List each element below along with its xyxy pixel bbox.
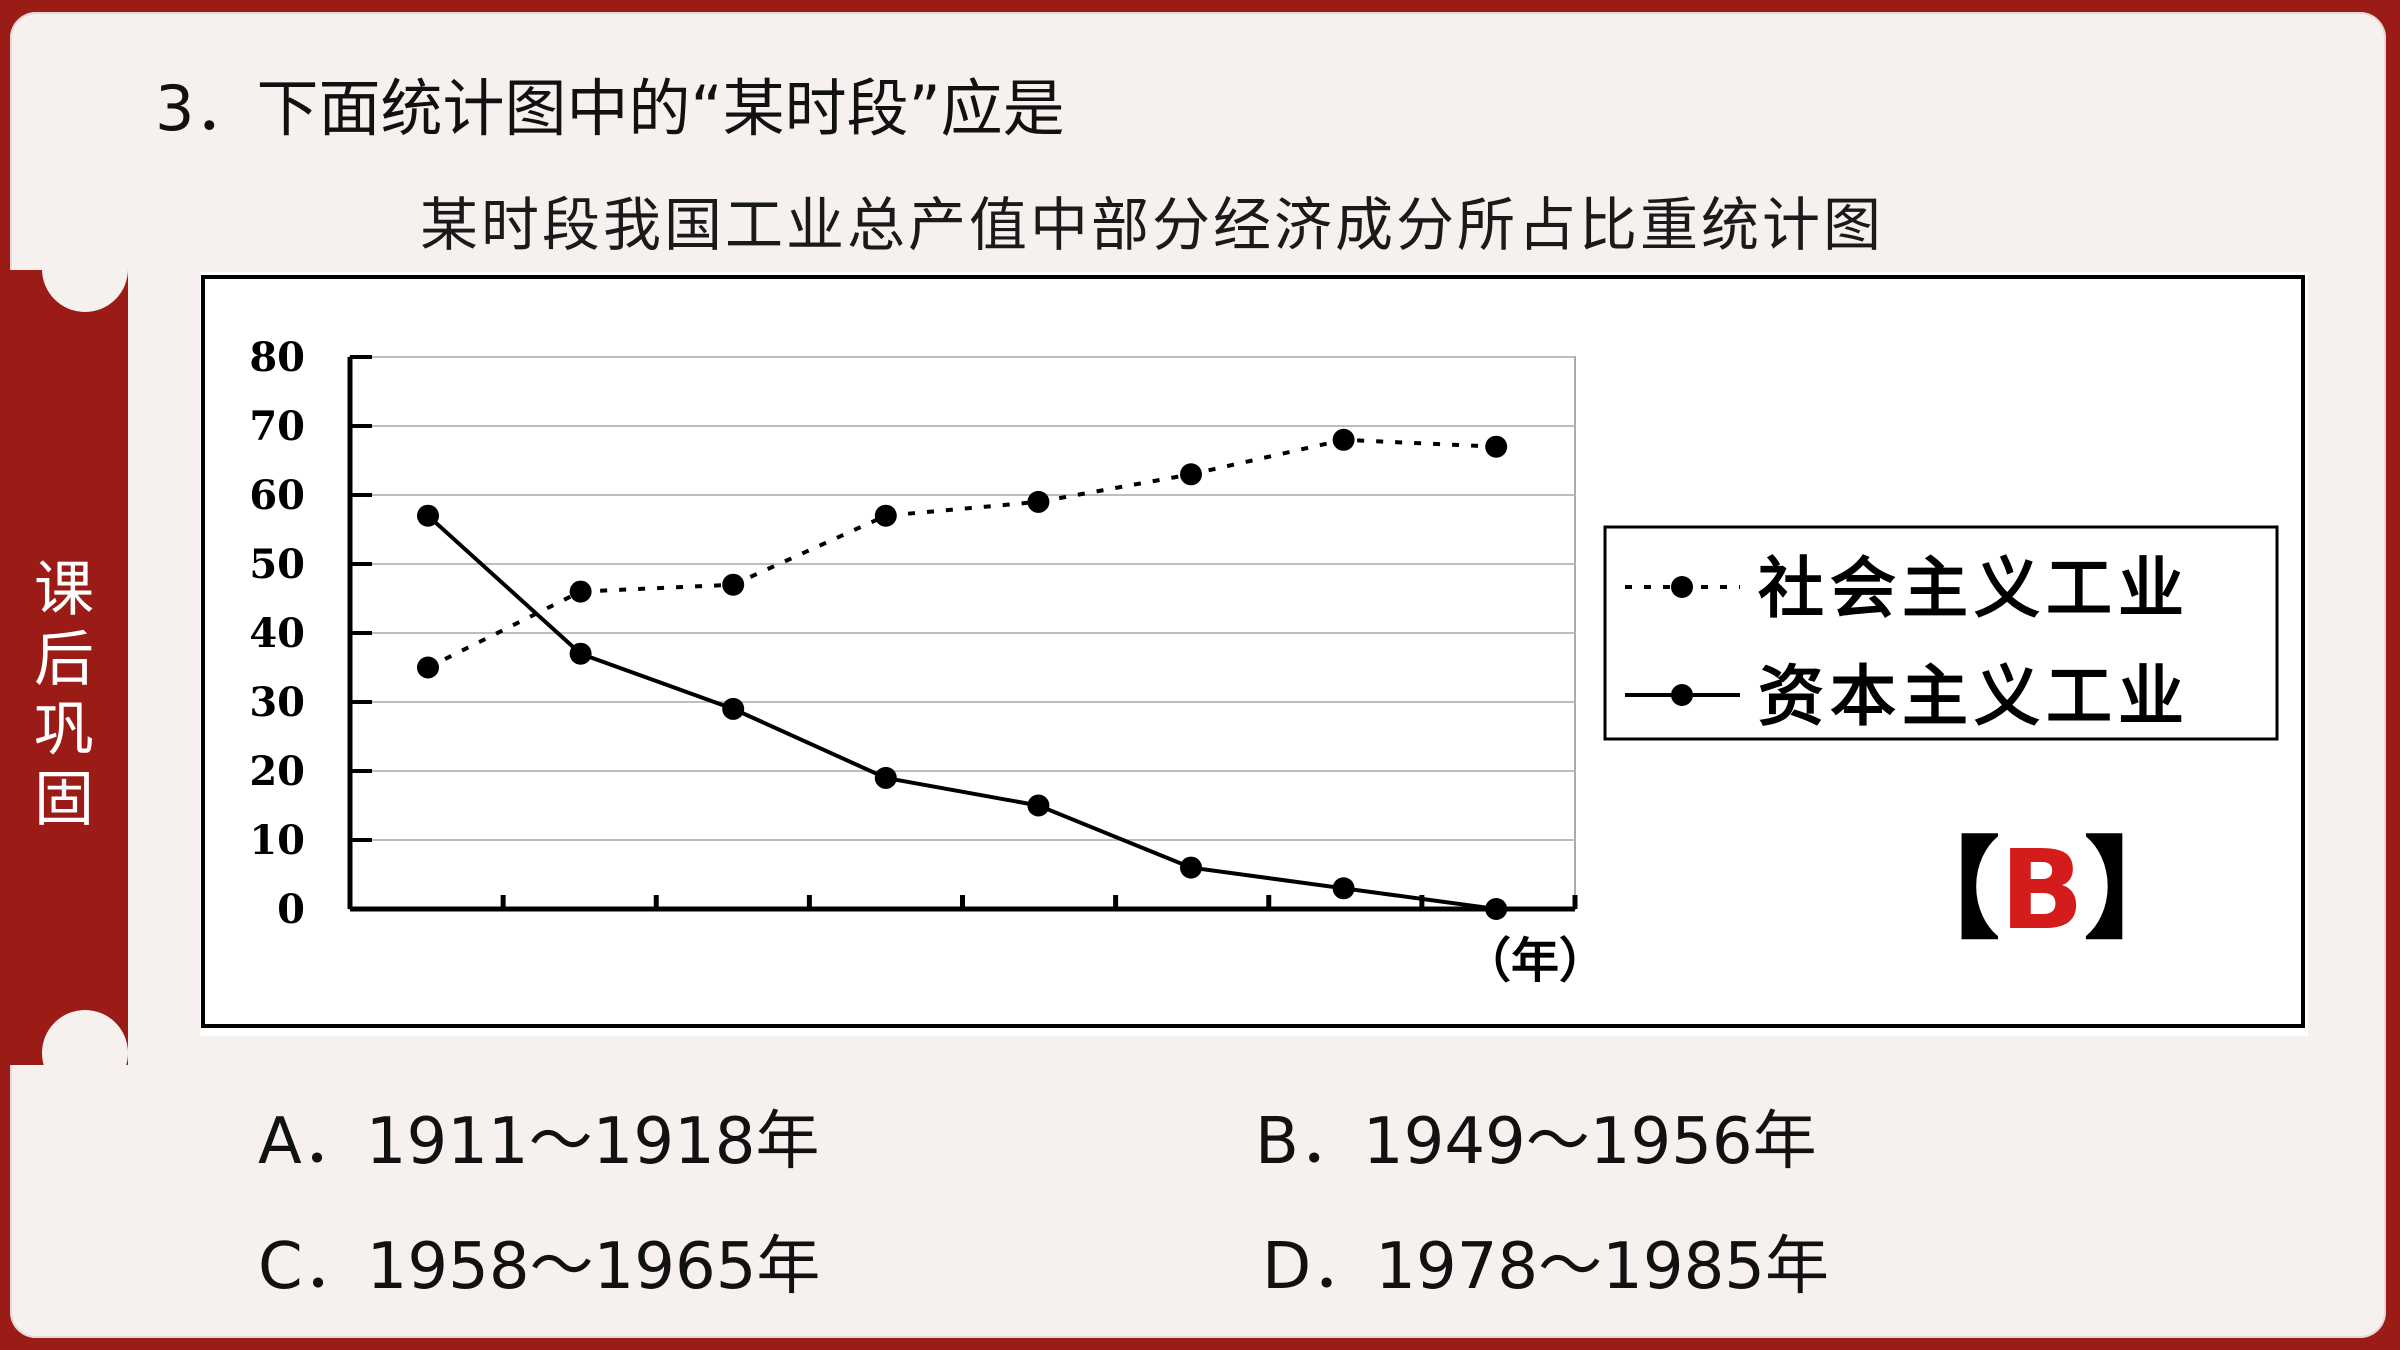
series-2-point bbox=[569, 642, 592, 665]
legend-marker-1 bbox=[1671, 576, 1693, 598]
question-text: 3．下面统计图中的“某时段”应是 bbox=[155, 72, 1065, 145]
option-b[interactable]: B．1949～1956年 bbox=[1255, 1105, 1817, 1179]
series-2-point bbox=[417, 504, 439, 527]
chart-title: 某时段我国工业总产值中部分经济成分所占比重统计图 bbox=[420, 191, 1885, 259]
answer-indicator: 【B】 bbox=[1890, 830, 2194, 950]
tab-notch-top bbox=[42, 226, 128, 312]
option-c[interactable]: C．1958～1965年 bbox=[258, 1230, 821, 1304]
side-tab bbox=[0, 270, 128, 1065]
series-1-point bbox=[1180, 463, 1202, 486]
tab-notch-bottom bbox=[42, 1010, 128, 1096]
y-tick-label: 40 bbox=[249, 610, 305, 657]
series-2-point bbox=[722, 697, 745, 720]
series-2-point bbox=[1332, 877, 1355, 900]
y-tick-label: 50 bbox=[249, 541, 305, 588]
series-2-point bbox=[1485, 898, 1508, 920]
legend-label-2: 资本主义工业 bbox=[1758, 657, 2190, 735]
answer-letter: B bbox=[2000, 826, 2084, 954]
series-line-1 bbox=[427, 437, 1497, 670]
series-line-2 bbox=[426, 514, 1497, 911]
x-axis-label: （年） bbox=[1463, 933, 1607, 989]
series-2-point bbox=[1180, 856, 1202, 879]
y-tick-label: 10 bbox=[249, 817, 305, 864]
section-label: 课 后 巩 固 bbox=[34, 555, 94, 835]
y-tick-label: 0 bbox=[277, 886, 305, 933]
series-1-point bbox=[722, 573, 745, 596]
y-tick-label: 60 bbox=[249, 472, 305, 519]
series-1-point bbox=[569, 580, 592, 603]
series-2-point bbox=[874, 766, 897, 789]
legend-box bbox=[1603, 525, 2279, 741]
answer-bracket-left: 【 bbox=[1890, 826, 2000, 954]
y-tick-label: 70 bbox=[249, 403, 305, 450]
series-1-point bbox=[874, 504, 897, 527]
legend-label-1: 社会主义工业 bbox=[1758, 549, 2190, 627]
legend-marker-2 bbox=[1671, 684, 1693, 706]
series-1-point bbox=[1485, 435, 1508, 458]
answer-bracket-right: 】 bbox=[2083, 826, 2194, 954]
chart-frame: 0 10 20 30 40 50 60 70 80 （年） 社会主义工业 资本主义工业 bbox=[200, 272, 2308, 1036]
series-2-point bbox=[1027, 794, 1050, 817]
option-a[interactable]: A．1911～1918年 bbox=[258, 1105, 820, 1179]
series-1-point bbox=[1027, 490, 1050, 513]
option-d[interactable]: D．1978～1985年 bbox=[1262, 1230, 1830, 1304]
y-tick-label: 20 bbox=[249, 748, 305, 795]
y-tick-label: 30 bbox=[249, 679, 305, 726]
y-tick-label: 80 bbox=[249, 334, 305, 381]
series-1-point bbox=[1332, 428, 1355, 451]
series-1-point bbox=[417, 656, 439, 679]
